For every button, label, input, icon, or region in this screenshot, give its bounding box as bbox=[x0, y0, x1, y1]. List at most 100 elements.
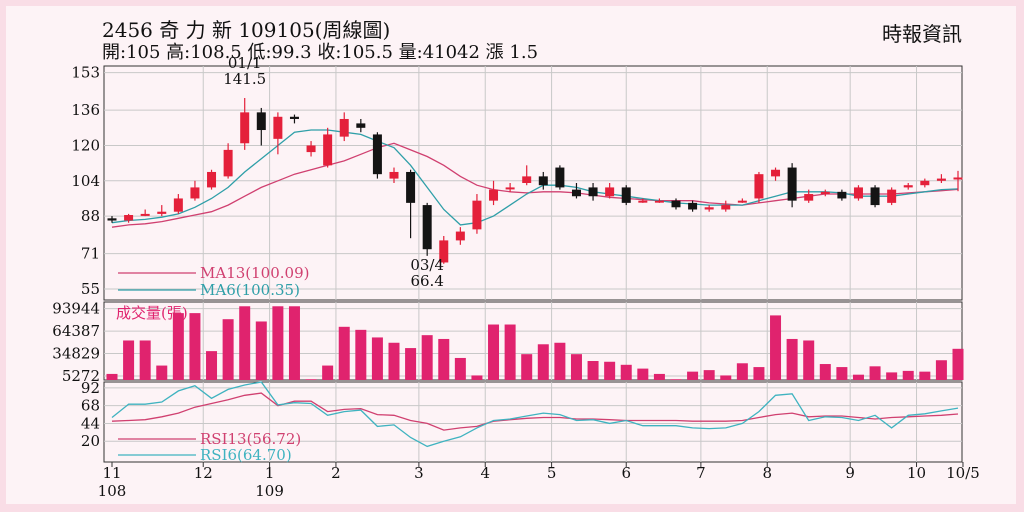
volume-bar bbox=[836, 367, 848, 380]
volume-bar bbox=[653, 373, 665, 380]
candle-body bbox=[555, 167, 565, 188]
candle-body bbox=[538, 176, 548, 186]
volume-bar bbox=[521, 354, 533, 380]
candle-body bbox=[505, 187, 515, 190]
candle-body bbox=[372, 134, 382, 175]
candle-body bbox=[870, 187, 880, 206]
candle-body bbox=[256, 112, 266, 131]
year-label: 108 bbox=[98, 482, 127, 500]
volume-bar bbox=[720, 375, 732, 380]
month-label: 10 bbox=[907, 464, 926, 482]
volume-bar bbox=[886, 372, 898, 380]
candle-body bbox=[837, 191, 847, 199]
candle-body bbox=[853, 187, 863, 199]
candle-body bbox=[804, 194, 814, 201]
candle-body bbox=[638, 200, 648, 203]
price-tick-label: 153 bbox=[71, 64, 100, 82]
month-label: 6 bbox=[621, 464, 631, 482]
volume-bar bbox=[935, 360, 947, 380]
volume-bar bbox=[189, 313, 201, 380]
price-tick-label: 71 bbox=[81, 245, 100, 263]
candle-body bbox=[439, 240, 449, 263]
candle-body bbox=[721, 205, 731, 210]
volume-bar bbox=[405, 348, 417, 380]
volume-bar bbox=[703, 370, 715, 380]
candle-body bbox=[936, 178, 946, 181]
volume-bar bbox=[156, 365, 168, 380]
month-label: 11 bbox=[102, 464, 121, 482]
candle-body bbox=[140, 213, 150, 216]
volume-bar bbox=[570, 354, 582, 380]
volume-bar bbox=[438, 338, 450, 380]
low-date-label: 03/4 bbox=[410, 256, 444, 274]
volume-bar bbox=[869, 366, 881, 380]
month-label: 1 bbox=[265, 464, 275, 482]
candle-body bbox=[306, 145, 316, 153]
volume-bar bbox=[322, 365, 334, 380]
chart-frame bbox=[6, 6, 1016, 504]
candle-body bbox=[406, 171, 416, 203]
candle-body bbox=[771, 169, 781, 177]
volume-bar bbox=[852, 374, 864, 380]
candle-body bbox=[953, 177, 963, 180]
candle-body bbox=[455, 231, 465, 241]
month-label: 8 bbox=[762, 464, 772, 482]
volume-bar bbox=[471, 375, 483, 380]
candle-body bbox=[173, 198, 183, 212]
candle-body bbox=[688, 202, 698, 210]
candle-body bbox=[273, 116, 283, 139]
candle-body bbox=[207, 171, 217, 188]
volume-bar bbox=[305, 379, 317, 380]
volume-bar bbox=[554, 342, 566, 380]
candle-body bbox=[157, 211, 167, 214]
rsi-tick-label: 44 bbox=[81, 414, 100, 432]
candle-body bbox=[903, 185, 913, 188]
candle-body bbox=[704, 207, 714, 210]
volume-bar bbox=[620, 364, 632, 380]
candle-body bbox=[588, 187, 598, 197]
month-label: 5 bbox=[547, 464, 557, 482]
price-tick-label: 88 bbox=[81, 207, 100, 225]
ma6-line bbox=[111, 129, 959, 226]
volume-bar bbox=[355, 329, 367, 380]
candle-body bbox=[339, 118, 349, 137]
candle-body bbox=[422, 205, 432, 250]
month-label: 3 bbox=[414, 464, 424, 482]
month-label: 9 bbox=[845, 464, 855, 482]
volume-bar bbox=[255, 321, 267, 380]
low-value-label: 66.4 bbox=[410, 272, 443, 290]
volume-panel bbox=[103, 301, 963, 381]
volume-bar bbox=[288, 306, 300, 380]
candle-body bbox=[223, 149, 233, 177]
rsi-tick-label: 68 bbox=[81, 397, 100, 415]
candle-body bbox=[920, 180, 930, 186]
price-tick-label: 120 bbox=[71, 136, 100, 154]
volume-bar bbox=[587, 361, 599, 380]
volume-bar bbox=[272, 306, 284, 380]
price-summary: 開:105 高:108.5 低:99.3 收:105.5 量:41042 漲 1… bbox=[102, 42, 539, 63]
volume-bar bbox=[537, 344, 549, 380]
volume-bar bbox=[770, 315, 782, 380]
candle-body bbox=[571, 189, 581, 197]
rsi-tick-label: 20 bbox=[81, 432, 100, 450]
high-value-label: 141.5 bbox=[223, 70, 266, 88]
month-label: 2 bbox=[331, 464, 341, 482]
candle-body bbox=[323, 134, 333, 166]
chart-title: 2456 奇 力 新 109105(周線圖) bbox=[102, 18, 391, 42]
month-label: 7 bbox=[696, 464, 706, 482]
candle-body bbox=[240, 112, 250, 144]
volume-title: 成交量(張) bbox=[116, 304, 188, 322]
candle-body bbox=[124, 215, 134, 221]
volume-bar bbox=[222, 319, 234, 380]
volume-bar bbox=[753, 367, 765, 380]
volume-bar bbox=[803, 340, 815, 380]
candle-body bbox=[489, 189, 499, 201]
volume-bar bbox=[819, 364, 831, 380]
rsi-tick-label: 92 bbox=[81, 379, 100, 397]
price-tick-label: 104 bbox=[71, 172, 100, 190]
candle-body bbox=[621, 187, 631, 203]
month-label: 4 bbox=[480, 464, 490, 482]
candle-body bbox=[605, 187, 615, 197]
candle-body bbox=[190, 187, 200, 199]
